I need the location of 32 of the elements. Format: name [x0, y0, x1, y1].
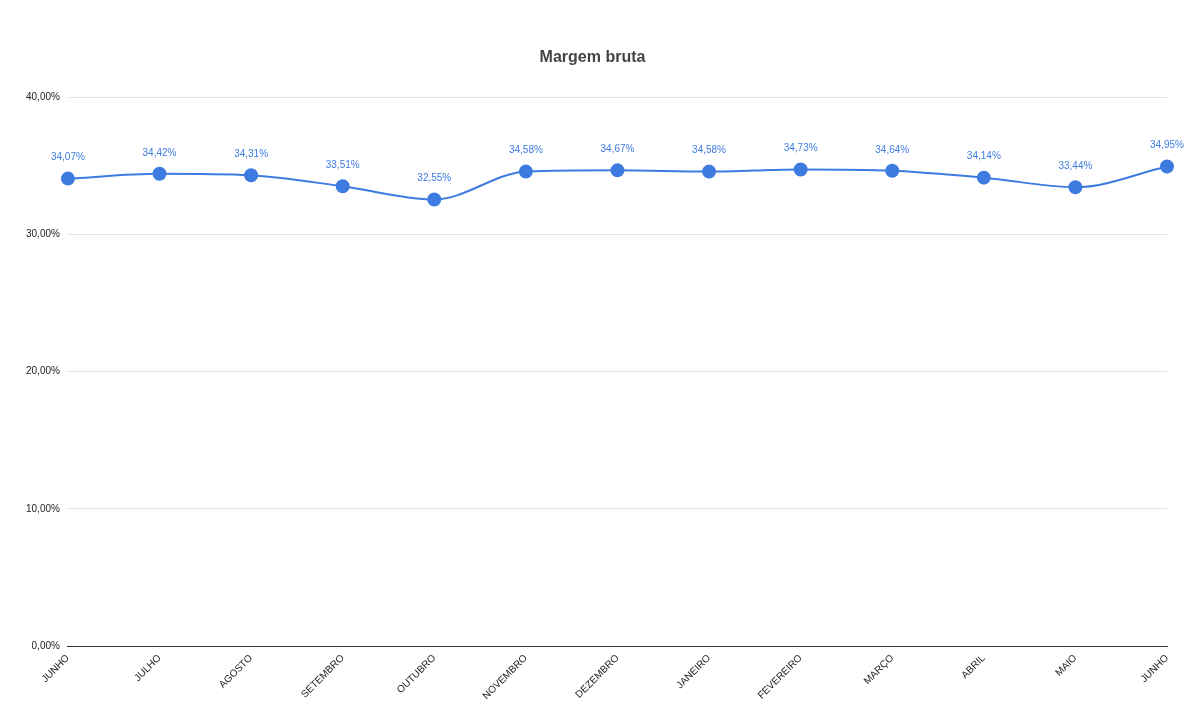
y-tick-label: 20,00%	[25, 365, 61, 377]
data-label: 34,73%	[783, 142, 818, 154]
y-tick-label: 40,00%	[25, 90, 61, 102]
data-label: 33,51%	[325, 159, 360, 171]
point	[1068, 180, 1083, 195]
point	[610, 163, 625, 178]
y-tick-label: 30,00%	[25, 228, 61, 240]
y-tick-label: 0,00%	[31, 640, 61, 652]
data-label: 34,31%	[234, 148, 269, 160]
point	[335, 179, 350, 194]
point	[702, 164, 717, 179]
point	[885, 163, 900, 178]
data-label: 34,58%	[508, 144, 543, 156]
data-label: 34,42%	[142, 146, 177, 158]
data-label: 34,64%	[875, 143, 910, 155]
data-label: 33,44%	[1058, 160, 1093, 171]
point	[60, 171, 75, 186]
point	[793, 162, 808, 177]
data-label: 34,67%	[600, 143, 635, 155]
data-label: 34,58%	[692, 144, 727, 156]
point	[152, 166, 167, 181]
point	[976, 170, 991, 185]
data-label: 34,95%	[1150, 139, 1185, 151]
chart-title: Margem bruta	[539, 48, 646, 66]
point	[427, 192, 442, 207]
point	[244, 168, 259, 183]
data-label: 34,14%	[966, 150, 1001, 162]
point	[518, 164, 533, 179]
data-label: 32,55%	[417, 172, 452, 184]
y-tick-label: 10,00%	[25, 502, 61, 514]
point	[1160, 159, 1174, 174]
data-label: 34,07%	[50, 151, 85, 163]
